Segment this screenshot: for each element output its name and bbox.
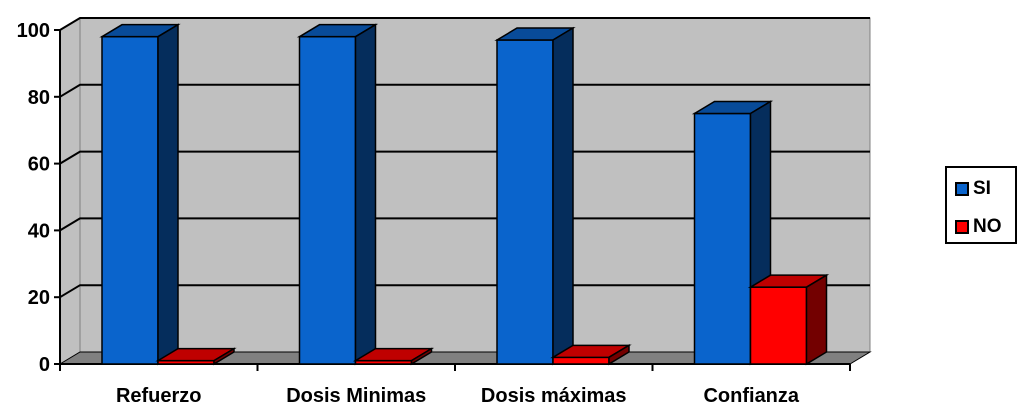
legend-item-no: NO (955, 216, 1002, 238)
bar-side-si (354, 23, 377, 366)
bar-si (496, 39, 554, 365)
bar-si (101, 35, 159, 365)
y-tick-label: 100 (17, 20, 50, 42)
y-tick-label: 80 (28, 87, 50, 109)
side-wall (59, 17, 81, 365)
x-tick-label: Dosis máximas (481, 385, 627, 407)
x-tick-label: Dosis Minimas (286, 385, 426, 407)
bar-no (552, 356, 610, 365)
bar-si (693, 112, 752, 365)
legend-item-si: SI (955, 178, 991, 200)
gridline (59, 217, 870, 232)
bar-side-no (608, 343, 630, 366)
x-tick-label: Refuerzo (116, 385, 202, 407)
y-tick-label: 20 (28, 287, 50, 309)
gridline (59, 83, 870, 98)
bar-side-si (552, 26, 574, 366)
y-tick-label: 0 (39, 354, 50, 376)
gridline (59, 150, 870, 165)
gridline (59, 284, 870, 299)
legend-swatch-si (955, 182, 969, 196)
bar-no (749, 286, 808, 365)
bars (99, 23, 830, 366)
bar-side-si (157, 23, 179, 366)
legend-label-no: NO (973, 216, 1002, 237)
bar-side-no (805, 273, 828, 366)
gridlines (59, 17, 870, 299)
legend-swatch-no (955, 220, 969, 234)
bar-side-no (410, 347, 433, 366)
bar-side-no (213, 347, 235, 366)
x-tick-label: Confianza (703, 385, 799, 407)
legend: SI NO (945, 166, 1017, 244)
y-tick-label: 40 (28, 220, 50, 242)
gridline (59, 17, 870, 31)
bar-si (298, 35, 357, 365)
legend-label-si: SI (973, 178, 991, 199)
y-tick-label: 60 (28, 154, 50, 176)
axis-labels: 0 20 40 60 80 100 Refuerzo Dosis Minimas Dosis m… (17, 20, 800, 407)
